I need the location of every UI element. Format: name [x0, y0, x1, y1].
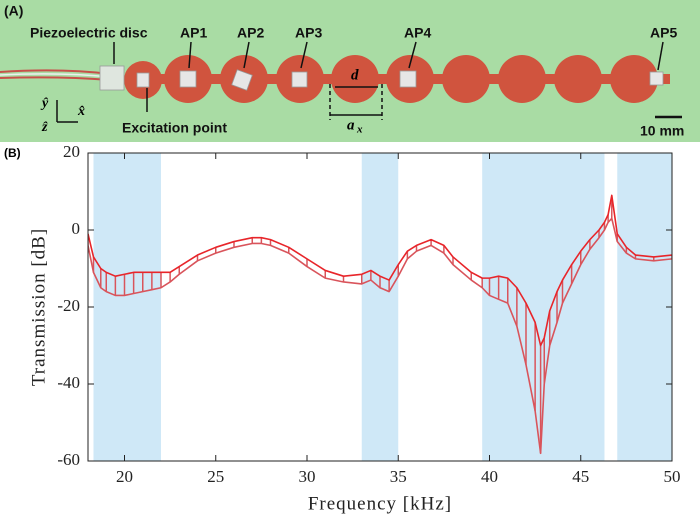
trace — [88, 194, 672, 347]
patch — [179, 70, 197, 88]
piezo-label: Piezoelectric disc — [30, 25, 148, 41]
ap-label: AP5 — [650, 25, 677, 41]
ap-label: AP3 — [295, 25, 322, 41]
a-label: a — [347, 117, 355, 133]
trace — [88, 217, 672, 455]
a-subscript: x — [356, 124, 363, 136]
y-axis-label: Transmission [dB] — [28, 228, 49, 386]
disc — [554, 55, 602, 103]
x-tick-label: 30 — [299, 467, 316, 486]
panel-label: (A) — [4, 3, 23, 19]
x-tick-label: 25 — [207, 467, 224, 486]
arrow — [657, 41, 664, 71]
arrow — [408, 41, 417, 69]
ap-label: AP2 — [237, 25, 264, 41]
y-tick-label: -60 — [57, 450, 80, 469]
disc — [331, 55, 379, 103]
y-tick-label: -20 — [57, 296, 80, 315]
y-tick-label: 20 — [63, 142, 80, 161]
axis-z-label: ẑ — [41, 120, 48, 135]
scale-label: 10 mm — [640, 123, 684, 139]
patch — [291, 71, 308, 88]
patch — [136, 72, 150, 88]
ap-label: AP1 — [180, 25, 207, 41]
y-tick-label: -40 — [57, 373, 80, 392]
waveguide — [124, 55, 670, 103]
patch — [399, 70, 417, 88]
x-tick-label: 45 — [572, 467, 589, 486]
cable — [0, 69, 111, 81]
axis-x-label: x̂ — [77, 104, 85, 119]
chart: (B) -60 -40 -20 0 20 20 25 30 35 40 45 50 Frequency … — [4, 142, 681, 514]
d-label: d — [351, 67, 359, 83]
cable — [0, 73, 111, 78]
disc — [442, 55, 490, 103]
x-tick-label: 40 — [481, 467, 498, 486]
x-tick-label: 20 — [116, 467, 133, 486]
panel-label: (B) — [4, 146, 21, 160]
piezo-disc — [99, 65, 125, 91]
patch — [231, 69, 253, 91]
arrows — [56, 41, 682, 123]
band — [361, 153, 399, 461]
disc — [610, 55, 658, 103]
traces — [88, 194, 672, 455]
x-tick-label: 35 — [390, 467, 407, 486]
band — [93, 153, 161, 461]
band — [617, 153, 672, 461]
ap-label: AP4 — [404, 25, 431, 41]
photo-panel: (A) Piezoelectric disc Excitation point … — [0, 0, 700, 142]
axis-y-label: ŷ — [40, 96, 49, 111]
x-axis-label: Frequency [kHz] — [308, 493, 452, 514]
excitation-label: Excitation point — [122, 120, 227, 136]
x-tick-label: 50 — [664, 467, 681, 486]
patches — [99, 65, 664, 91]
y-tick-label: 0 — [72, 219, 81, 238]
guides — [329, 84, 383, 120]
arrow — [243, 41, 250, 69]
arrow — [300, 41, 308, 69]
patch — [649, 71, 664, 86]
disc — [498, 55, 546, 103]
arrow — [188, 41, 192, 69]
